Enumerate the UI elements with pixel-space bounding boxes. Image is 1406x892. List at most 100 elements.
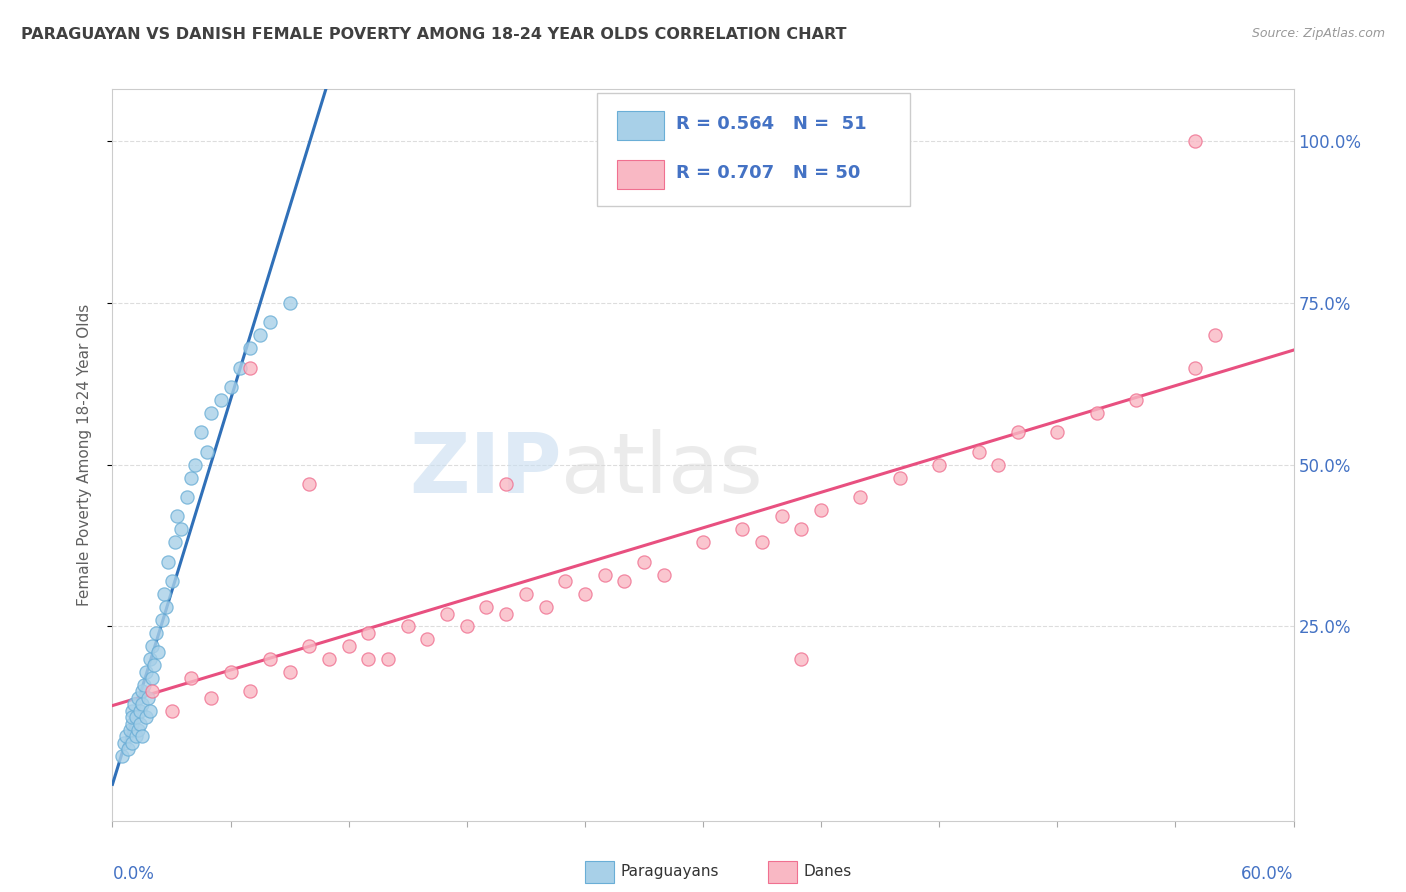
Point bbox=[141, 684, 163, 698]
Point bbox=[495, 477, 517, 491]
Point bbox=[146, 645, 169, 659]
Point bbox=[156, 555, 179, 569]
Point bbox=[121, 736, 143, 750]
Point bbox=[298, 477, 321, 491]
FancyBboxPatch shape bbox=[585, 861, 614, 883]
Point bbox=[132, 678, 155, 692]
Point bbox=[534, 600, 557, 615]
Point bbox=[770, 509, 793, 524]
Point bbox=[120, 723, 142, 737]
Point bbox=[436, 607, 458, 621]
Point bbox=[928, 458, 950, 472]
Point bbox=[141, 639, 163, 653]
Point bbox=[1184, 134, 1206, 148]
Point bbox=[278, 295, 301, 310]
Point bbox=[139, 704, 162, 718]
Point bbox=[731, 522, 754, 536]
Text: 60.0%: 60.0% bbox=[1241, 864, 1294, 882]
Point bbox=[318, 652, 340, 666]
Point bbox=[357, 652, 380, 666]
Point bbox=[1007, 425, 1029, 440]
Point bbox=[416, 632, 439, 647]
Point bbox=[298, 639, 321, 653]
Point bbox=[141, 671, 163, 685]
Point bbox=[121, 710, 143, 724]
Point bbox=[129, 704, 152, 718]
Point bbox=[495, 607, 517, 621]
Point bbox=[165, 535, 187, 549]
Text: R = 0.564   N =  51: R = 0.564 N = 51 bbox=[676, 115, 866, 133]
Point bbox=[176, 490, 198, 504]
Point bbox=[122, 697, 145, 711]
FancyBboxPatch shape bbox=[768, 861, 797, 883]
Point bbox=[184, 458, 207, 472]
Point bbox=[652, 567, 675, 582]
Point bbox=[633, 555, 655, 569]
Point bbox=[170, 522, 193, 536]
Point bbox=[131, 684, 153, 698]
Point bbox=[131, 697, 153, 711]
Text: Paraguayans: Paraguayans bbox=[620, 864, 718, 880]
Point bbox=[475, 600, 498, 615]
Text: Danes: Danes bbox=[803, 864, 852, 880]
Point bbox=[593, 567, 616, 582]
Point bbox=[574, 587, 596, 601]
FancyBboxPatch shape bbox=[617, 161, 664, 189]
Point bbox=[112, 736, 135, 750]
Point bbox=[160, 574, 183, 589]
Point bbox=[139, 652, 162, 666]
Point bbox=[142, 658, 165, 673]
Point bbox=[125, 730, 148, 744]
Point bbox=[889, 470, 911, 484]
Point bbox=[357, 626, 380, 640]
Point bbox=[396, 619, 419, 633]
Point bbox=[200, 406, 222, 420]
Point bbox=[152, 587, 174, 601]
Point bbox=[239, 684, 262, 698]
Point bbox=[121, 704, 143, 718]
Point bbox=[751, 535, 773, 549]
Point bbox=[1204, 328, 1226, 343]
Point bbox=[790, 522, 813, 536]
Text: R = 0.707   N = 50: R = 0.707 N = 50 bbox=[676, 164, 860, 182]
Point bbox=[1085, 406, 1108, 420]
Point bbox=[200, 690, 222, 705]
Point bbox=[219, 380, 242, 394]
Point bbox=[155, 600, 177, 615]
Point bbox=[219, 665, 242, 679]
Point bbox=[790, 652, 813, 666]
Point bbox=[195, 444, 218, 458]
Point bbox=[239, 341, 262, 355]
Point bbox=[131, 730, 153, 744]
Point bbox=[613, 574, 636, 589]
Point bbox=[239, 360, 262, 375]
Point bbox=[456, 619, 478, 633]
FancyBboxPatch shape bbox=[617, 112, 664, 140]
Point bbox=[259, 652, 281, 666]
Point bbox=[554, 574, 576, 589]
Point bbox=[249, 328, 271, 343]
Point bbox=[190, 425, 212, 440]
Point bbox=[515, 587, 537, 601]
Point bbox=[1184, 360, 1206, 375]
Point bbox=[1125, 392, 1147, 407]
Point bbox=[135, 665, 157, 679]
Point bbox=[127, 690, 149, 705]
Point bbox=[810, 503, 832, 517]
Point bbox=[209, 392, 232, 407]
Text: ZIP: ZIP bbox=[409, 429, 561, 510]
Point bbox=[1046, 425, 1069, 440]
Point bbox=[136, 690, 159, 705]
Point bbox=[259, 315, 281, 329]
Point bbox=[180, 470, 202, 484]
Point bbox=[111, 748, 134, 763]
Text: PARAGUAYAN VS DANISH FEMALE POVERTY AMONG 18-24 YEAR OLDS CORRELATION CHART: PARAGUAYAN VS DANISH FEMALE POVERTY AMON… bbox=[21, 27, 846, 42]
Point bbox=[127, 723, 149, 737]
Point bbox=[145, 626, 167, 640]
Point bbox=[180, 671, 202, 685]
Point bbox=[337, 639, 360, 653]
Point bbox=[135, 710, 157, 724]
Point bbox=[115, 730, 138, 744]
Point bbox=[967, 444, 990, 458]
Y-axis label: Female Poverty Among 18-24 Year Olds: Female Poverty Among 18-24 Year Olds bbox=[77, 304, 91, 606]
